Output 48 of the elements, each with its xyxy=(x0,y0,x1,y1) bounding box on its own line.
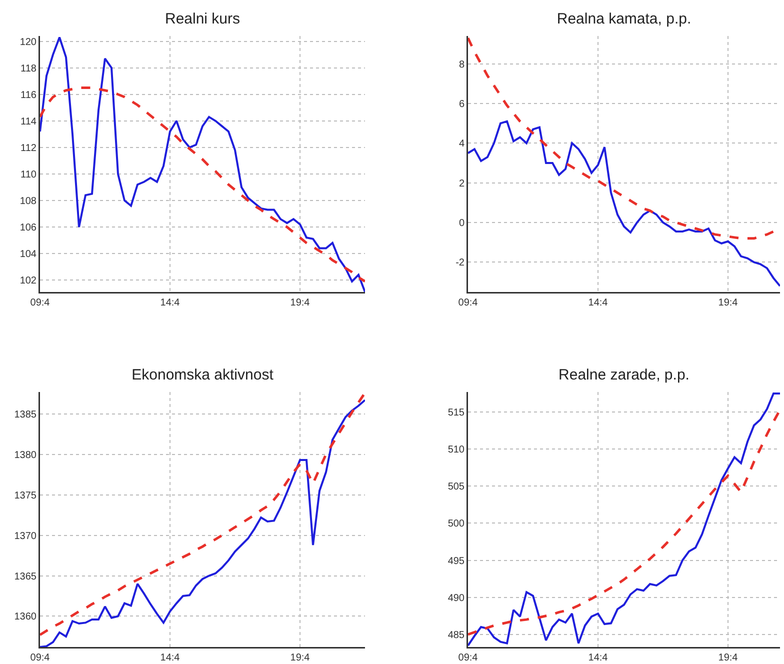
y-tick-label: 1370 xyxy=(14,530,37,542)
y-tick-label: 515 xyxy=(448,408,465,419)
line-series xyxy=(40,36,365,292)
y-tick-label: 485 xyxy=(448,630,465,641)
x-tick-label: 09:4 xyxy=(30,652,50,664)
y-tick-label: 110 xyxy=(20,169,37,180)
y-tick-label: 1375 xyxy=(14,490,37,502)
y-tick-label: 8 xyxy=(458,59,465,70)
x-tick-label: 14:4 xyxy=(160,652,180,664)
x-tick-label: 19:4 xyxy=(290,652,310,664)
line-series xyxy=(40,86,365,283)
x-tick-label: 19:4 xyxy=(718,652,738,664)
x-tick-label: 09:4 xyxy=(458,298,478,308)
y-tick-label: 1385 xyxy=(14,409,37,420)
y-tick-label: 2 xyxy=(458,178,465,190)
y-tick-label: 1365 xyxy=(14,571,37,582)
y-tick-label: 104 xyxy=(20,249,37,260)
y-tick-label: 116 xyxy=(20,90,37,101)
y-tick-label: 6 xyxy=(458,98,465,110)
x-tick-label: 14:4 xyxy=(588,298,608,308)
y-tick-label: -2 xyxy=(456,258,465,269)
y-tick-label: 510 xyxy=(448,444,465,456)
chart-title: Realne zarade, p.p. xyxy=(558,366,690,384)
y-tick-label: 0 xyxy=(458,218,465,230)
line-series xyxy=(468,120,780,288)
y-tick-label: 120 xyxy=(20,36,37,48)
x-tick-label: 14:4 xyxy=(160,298,180,308)
y-tick-label: 102 xyxy=(20,276,37,287)
y-tick-label: 490 xyxy=(448,592,465,604)
y-tick-label: 505 xyxy=(448,482,465,493)
y-tick-label: 1380 xyxy=(14,450,37,461)
x-tick-label: 19:4 xyxy=(290,298,310,308)
y-tick-label: 114 xyxy=(20,116,37,128)
y-tick-label: 1360 xyxy=(14,612,37,623)
y-tick-label: 4 xyxy=(458,138,465,150)
y-tick-label: 500 xyxy=(448,518,465,530)
chart-title: Ekonomska aktivnost xyxy=(132,366,274,384)
y-tick-label: 106 xyxy=(20,222,37,234)
x-tick-label: 19:4 xyxy=(718,298,738,308)
x-tick-label: 14:4 xyxy=(588,652,608,664)
x-tick-label: 09:4 xyxy=(458,652,478,664)
y-tick-label: 495 xyxy=(448,556,465,567)
chart-title: Realni kurs xyxy=(164,10,240,28)
y-tick-label: 112 xyxy=(20,142,37,154)
y-tick-label: 118 xyxy=(20,63,37,74)
x-tick-label: 09:4 xyxy=(30,298,50,308)
chart-title: Realna kamata, p.p. xyxy=(556,10,692,28)
y-tick-label: 108 xyxy=(20,196,37,207)
